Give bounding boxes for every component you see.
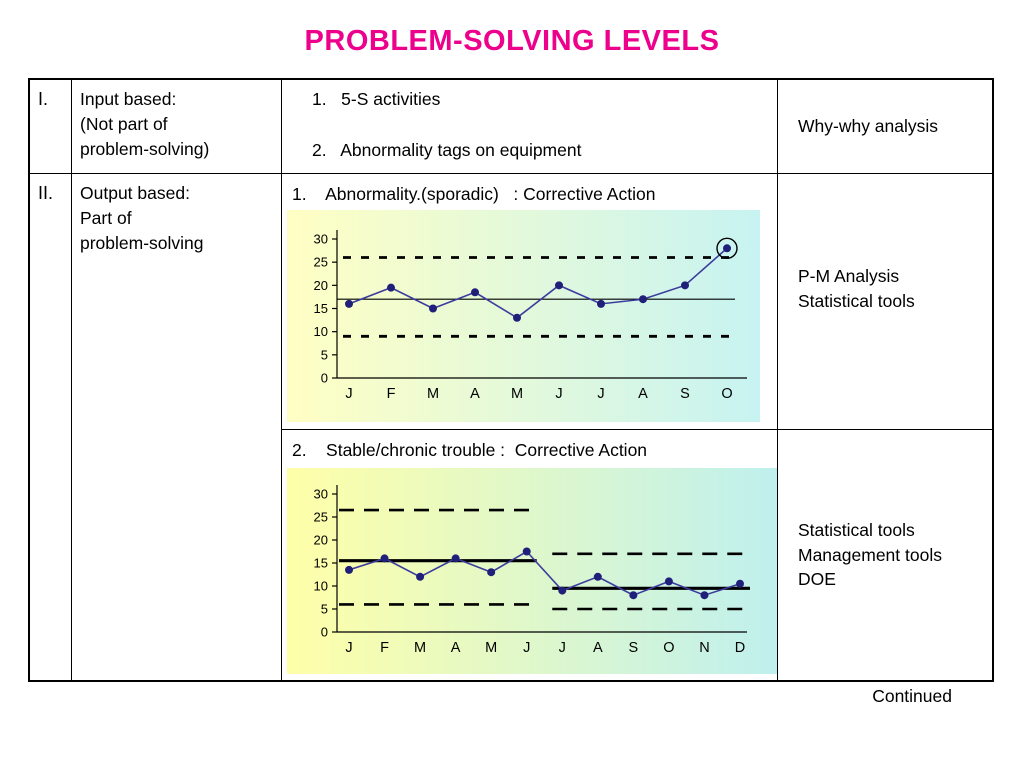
sub2-heading: 2. Stable/chronic trouble : Corrective A… xyxy=(292,440,648,460)
sub1-tools: P-M Analysis Statistical tools xyxy=(778,174,992,430)
svg-text:10: 10 xyxy=(314,324,328,339)
svg-text:20: 20 xyxy=(314,278,328,293)
row-II-sub1-cell: 1. Abnormality.(sporadic) : Corrective A… xyxy=(282,174,778,430)
svg-text:30: 30 xyxy=(314,232,328,247)
row-I-tools: Why-why analysis xyxy=(778,80,992,174)
svg-text:M: M xyxy=(414,640,426,656)
svg-text:J: J xyxy=(345,640,352,656)
svg-text:N: N xyxy=(699,640,709,656)
row-II-description: Output based: Part of problem-solving xyxy=(72,174,282,680)
sub2-tools: Statistical tools Management tools DOE xyxy=(798,519,942,590)
svg-text:20: 20 xyxy=(314,533,328,548)
svg-text:30: 30 xyxy=(314,487,328,502)
sporadic-control-chart-svg: 0 5 10 15 20 25 30 J F M A M J J A S O xyxy=(314,230,747,402)
svg-text:5: 5 xyxy=(321,347,328,362)
row-I-description: Input based: (Not part of problem-solvin… xyxy=(72,80,282,174)
svg-text:A: A xyxy=(638,386,648,402)
problem-solving-levels-table: I. Input based: (Not part of problem-sol… xyxy=(28,78,994,682)
chronic-control-chart-svg: 0 5 10 15 20 25 30 J F M A M J J A S O N D xyxy=(314,485,750,656)
svg-text:A: A xyxy=(451,640,461,656)
sub1-heading: 1. Abnormality.(sporadic) : Corrective A… xyxy=(292,184,656,204)
svg-text:O: O xyxy=(663,640,674,656)
svg-text:J: J xyxy=(559,640,566,656)
row-I-numeral: I. xyxy=(30,80,72,174)
activity-item-2: 2. Abnormality tags on equipment xyxy=(312,139,582,160)
svg-text:J: J xyxy=(523,640,530,656)
chronic-control-chart: 0 5 10 15 20 25 30 J F M A M J J A S O N D xyxy=(287,468,777,674)
svg-text:S: S xyxy=(629,640,639,656)
row-II-numeral: II. xyxy=(30,174,72,680)
svg-text:J: J xyxy=(555,386,562,402)
page-title: PROBLEM-SOLVING LEVELS xyxy=(304,25,720,57)
svg-text:0: 0 xyxy=(321,625,328,640)
svg-text:O: O xyxy=(721,386,732,402)
row-II-sub2-cell: 2. Stable/chronic trouble : Corrective A… xyxy=(282,430,778,680)
continued-label: Continued xyxy=(872,686,952,706)
svg-text:25: 25 xyxy=(314,255,328,270)
svg-text:25: 25 xyxy=(314,510,328,525)
svg-text:J: J xyxy=(345,386,352,402)
svg-text:15: 15 xyxy=(314,301,328,316)
svg-text:A: A xyxy=(470,386,480,402)
activity-item-1: 1. 5-S activities xyxy=(312,89,441,109)
svg-text:10: 10 xyxy=(314,579,328,594)
svg-text:A: A xyxy=(593,640,603,656)
sporadic-control-chart: 0 5 10 15 20 25 30 J F M A M J J A S O xyxy=(287,210,760,422)
svg-text:0: 0 xyxy=(321,371,328,386)
svg-text:S: S xyxy=(680,386,690,402)
svg-text:D: D xyxy=(735,640,745,656)
svg-text:M: M xyxy=(511,386,523,402)
svg-text:J: J xyxy=(597,386,604,402)
svg-text:F: F xyxy=(387,386,396,402)
row-I-activities-cell: 1. 5-S activities 2. Abnormality tags on… xyxy=(282,80,778,174)
svg-text:M: M xyxy=(427,386,439,402)
svg-text:M: M xyxy=(485,640,497,656)
svg-text:15: 15 xyxy=(314,556,328,571)
svg-text:F: F xyxy=(380,640,389,656)
svg-text:5: 5 xyxy=(321,602,328,617)
